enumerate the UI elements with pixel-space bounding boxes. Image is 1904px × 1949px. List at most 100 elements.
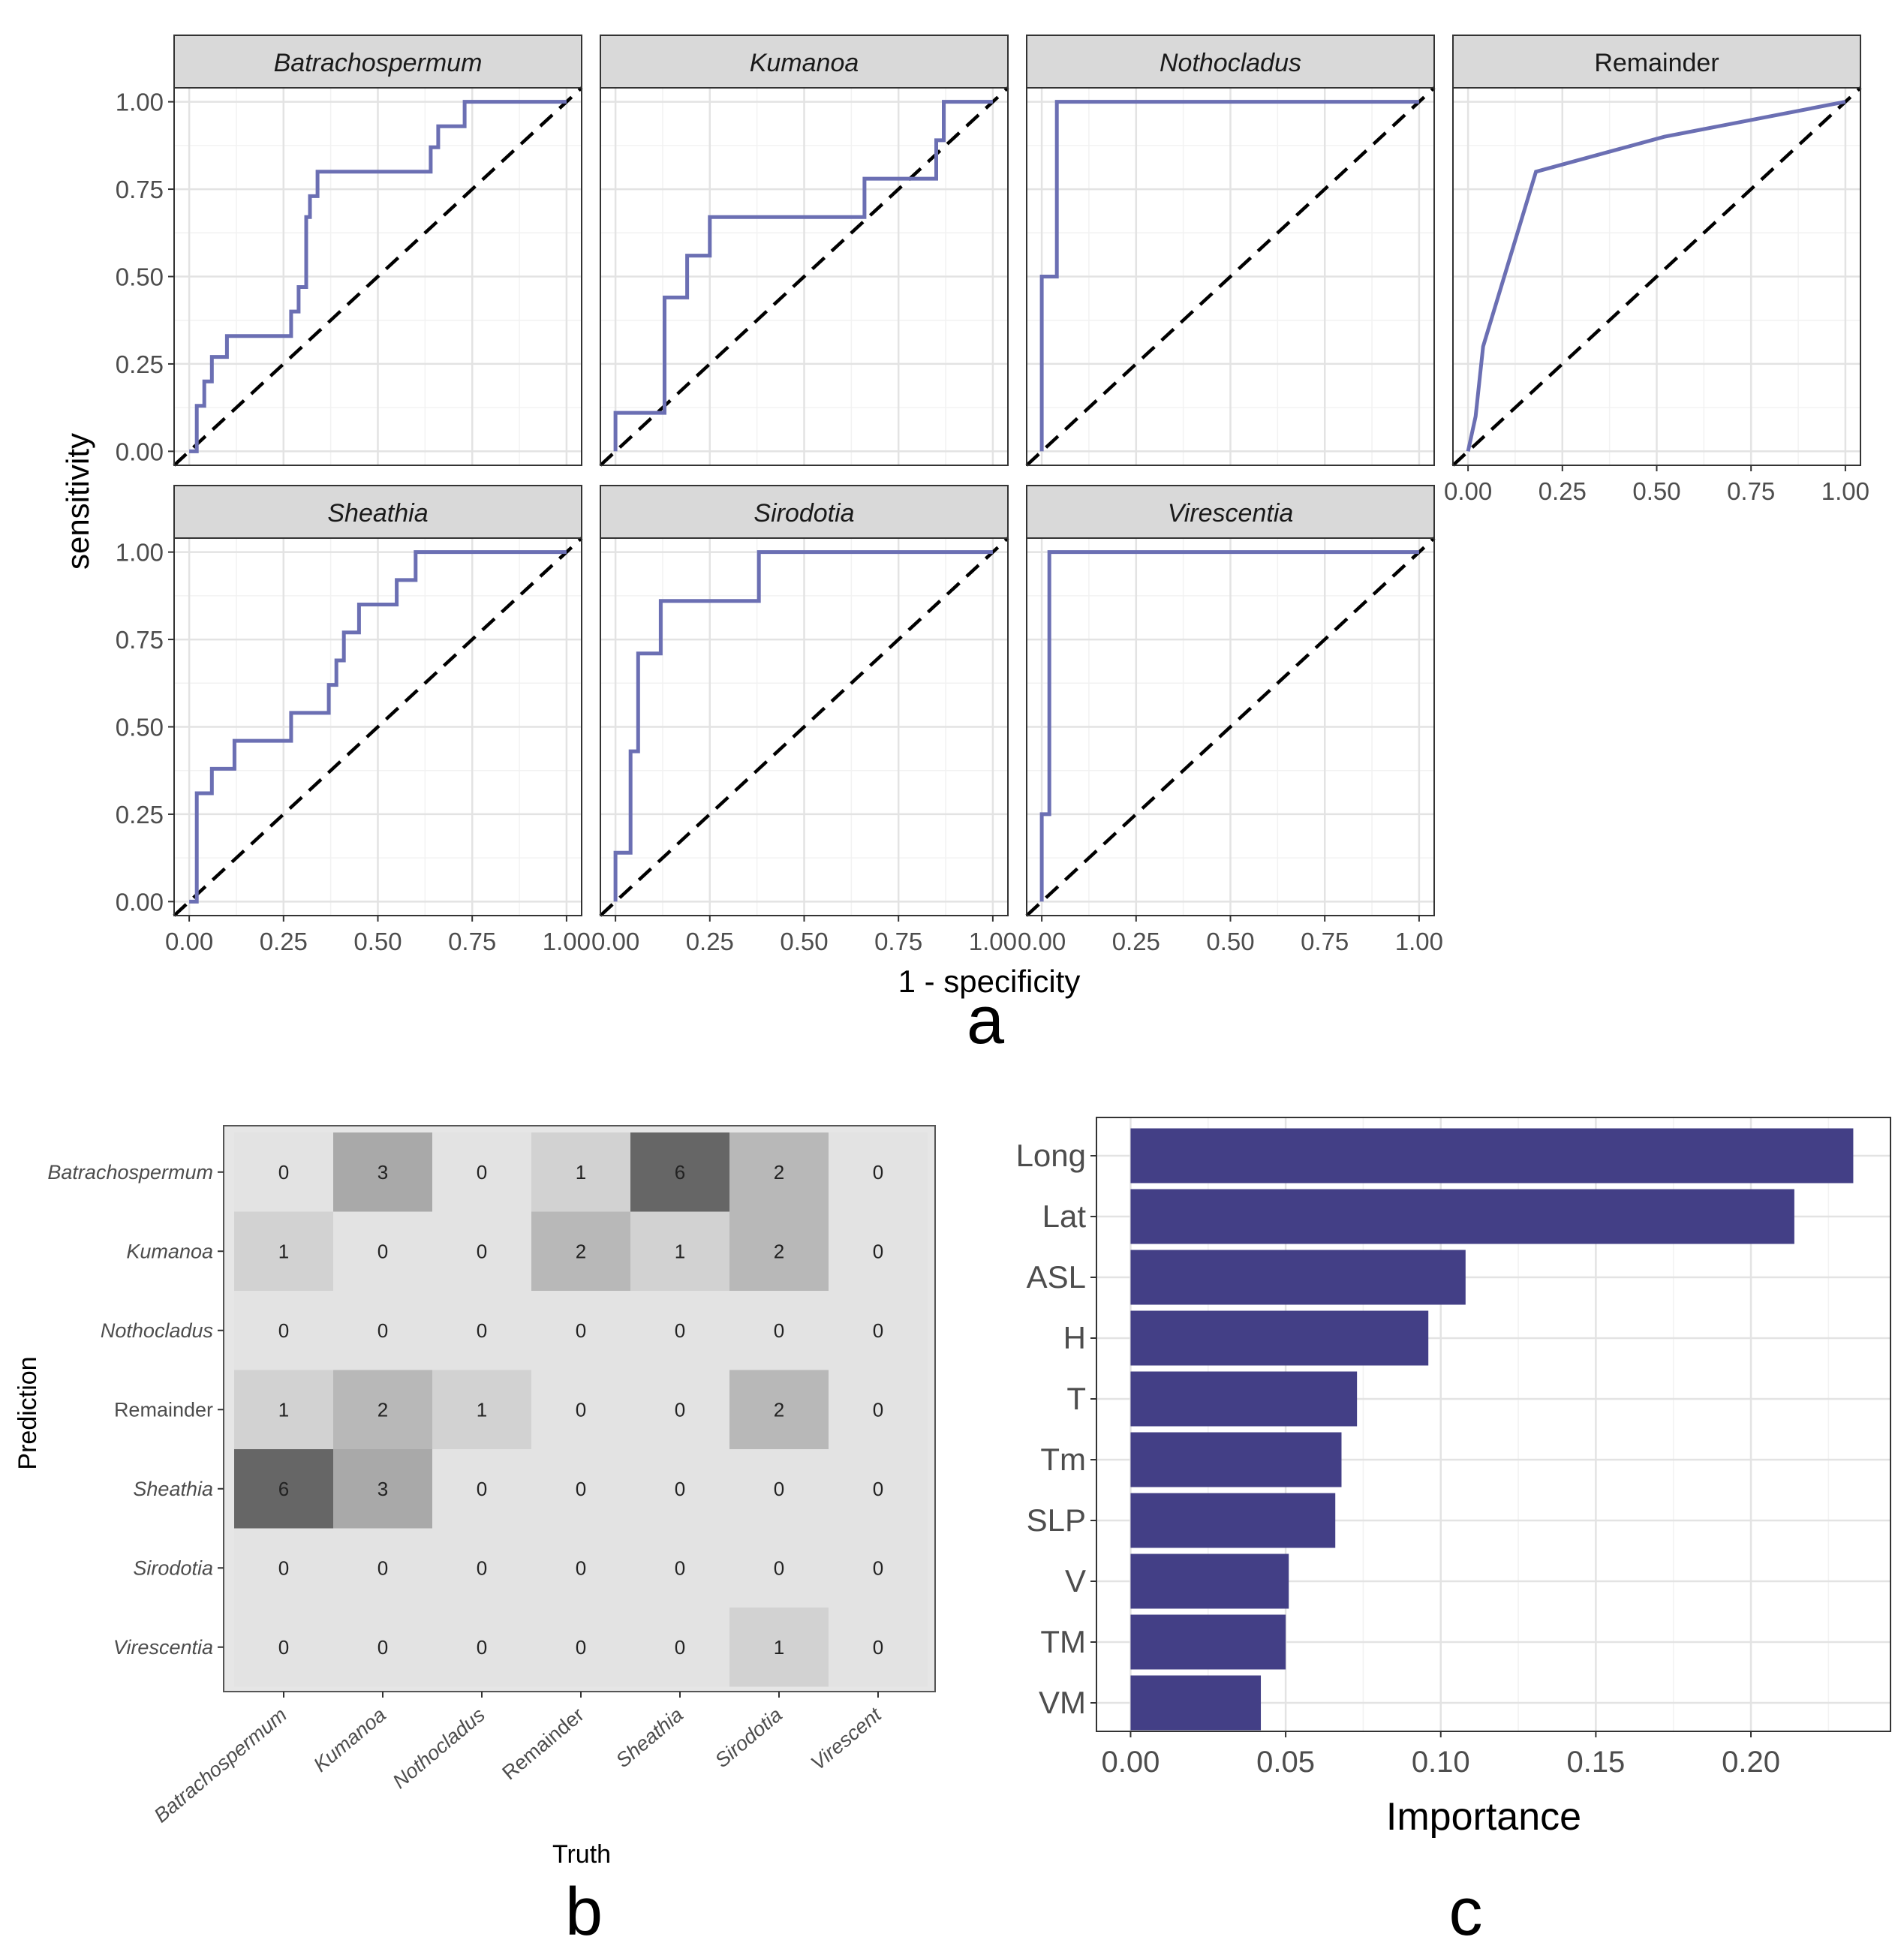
importance-bar-lat <box>1130 1189 1794 1244</box>
facet-title-batrachospermum: Batrachospermum <box>274 49 483 77</box>
heatmap-x-label: Remainder <box>498 1704 588 1785</box>
heatmap-cell <box>234 1211 333 1291</box>
facet-strip-remainder <box>1452 35 1861 89</box>
facet-border-nothocladus <box>1026 87 1435 466</box>
importance-bar-long <box>1130 1128 1854 1184</box>
heatmap-cell-value: 3 <box>377 1478 388 1500</box>
heatmap-cell <box>432 1608 531 1687</box>
heatmap-y-axis-label: Prediction <box>14 1356 42 1469</box>
x-tick-label: 0.75 <box>448 928 496 955</box>
importance-x-tick-label: 0.15 <box>1566 1746 1625 1779</box>
facet-title-nothocladus: Nothocladus <box>1160 49 1301 77</box>
heatmap-cell-value: 0 <box>377 1240 388 1262</box>
heatmap-cell-value: 0 <box>576 1478 586 1500</box>
heatmap-cell <box>333 1211 432 1291</box>
heatmap-cell <box>432 1291 531 1370</box>
heatmap-cell-value: 3 <box>377 1161 388 1184</box>
importance-bar-tm <box>1130 1614 1286 1670</box>
x-tick-label: 1.00 <box>543 928 591 955</box>
x-tick-label: 0.50 <box>780 928 828 955</box>
importance-bar-slp <box>1130 1493 1336 1548</box>
reference-diagonal <box>599 537 1009 917</box>
heatmap-cell-value: 0 <box>576 1556 586 1579</box>
heatmap-cell <box>234 1608 333 1687</box>
heatmap-cell <box>531 1608 630 1687</box>
heatmap-cell <box>829 1370 928 1449</box>
heatmap-cell <box>630 1211 729 1291</box>
heatmap-cell-value: 0 <box>774 1319 784 1342</box>
y-tick-label: 0.50 <box>116 714 164 741</box>
reference-diagonal <box>1025 86 1436 467</box>
x-tick-label: 0.25 <box>260 928 308 955</box>
heatmap-cell <box>630 1449 729 1529</box>
heatmap-cell <box>630 1608 729 1687</box>
x-tick-label: 0.25 <box>1112 928 1160 955</box>
facet-strip-sirodotia <box>600 485 1009 539</box>
roc-curve-sirodotia <box>613 550 993 902</box>
roc-x-axis-label: 1 - specificity <box>898 964 1081 999</box>
heatmap-cell <box>333 1608 432 1687</box>
heatmap-cell <box>531 1449 630 1529</box>
importance-category-label: Lat <box>1042 1199 1087 1234</box>
facet-title-virescentia: Virescentia <box>1168 499 1294 528</box>
reference-diagonal <box>173 86 583 467</box>
heatmap-y-label: Virescentia <box>113 1636 213 1659</box>
heatmap-y-label: Sirodotia <box>133 1556 213 1579</box>
heatmap-y-label: Sheathia <box>133 1478 213 1500</box>
roc-curve-nothocladus <box>1039 100 1419 452</box>
heatmap-cell-value: 1 <box>278 1240 289 1262</box>
heatmap-x-label: Batrachospermum <box>150 1704 291 1827</box>
roc-curve-remainder <box>1466 100 1846 452</box>
importance-bar-asl <box>1130 1250 1466 1305</box>
heatmap-cell <box>333 1370 432 1449</box>
importance-category-label: H <box>1063 1320 1086 1355</box>
heatmap-cell-value: 1 <box>675 1240 685 1262</box>
heatmap-cell-value: 0 <box>774 1478 784 1500</box>
heatmap-cell-value: 0 <box>477 1319 487 1342</box>
importance-category-label: V <box>1065 1563 1086 1599</box>
heatmap-cell <box>630 1132 729 1212</box>
heatmap-cell-value: 0 <box>675 1319 685 1342</box>
heatmap-cell-value: 2 <box>576 1240 586 1262</box>
heatmap-cell <box>333 1291 432 1370</box>
heatmap-cell <box>630 1370 729 1449</box>
heatmap-cell-value: 0 <box>377 1556 388 1579</box>
y-tick-label: 0.75 <box>116 176 164 203</box>
importance-x-tick-label: 0.10 <box>1412 1746 1470 1779</box>
heatmap-cell <box>729 1608 829 1687</box>
y-tick-label: 0.00 <box>116 438 164 465</box>
importance-category-label: T <box>1066 1381 1086 1416</box>
heatmap-cell-value: 2 <box>774 1161 784 1184</box>
x-tick-label: 0.25 <box>686 928 734 955</box>
heatmap-cell-value: 1 <box>576 1161 586 1184</box>
heatmap-cell-value: 1 <box>477 1398 487 1421</box>
importance-x-tick-label: 0.20 <box>1722 1746 1780 1779</box>
heatmap-cell-value: 6 <box>278 1478 289 1500</box>
heatmap-cell <box>531 1528 630 1608</box>
heatmap-x-label: Nothocladus <box>389 1704 489 1793</box>
importance-category-label: VM <box>1039 1685 1086 1720</box>
x-tick-label: 0.50 <box>1632 477 1680 505</box>
heatmap-cell <box>729 1291 829 1370</box>
heatmap-cell-value: 0 <box>576 1319 586 1342</box>
y-tick-label: 0.50 <box>116 263 164 291</box>
heatmap-cell <box>234 1370 333 1449</box>
heatmap-cell-value: 1 <box>278 1398 289 1421</box>
importance-bar-t <box>1130 1371 1358 1427</box>
heatmap-cell <box>531 1370 630 1449</box>
importance-bar-h <box>1130 1310 1429 1366</box>
x-tick-label: 0.75 <box>1727 477 1775 505</box>
heatmap-y-label: Batrachospermum <box>47 1161 213 1184</box>
facet-title-kumanoa: Kumanoa <box>750 49 859 77</box>
panel-label-c: c <box>1449 1875 1483 1949</box>
x-tick-label: 0.00 <box>165 928 213 955</box>
confusion-matrix-panel-b: 0 3 0 1 6 2 0 1 0 0 2 1 2 0 0 0 0 0 0 0 0 1 2 1 0 0 2 0 6 3 0 0 0 0 0 0 0 0 0 0… <box>47 1125 936 1827</box>
heatmap-cell-value: 0 <box>477 1636 487 1659</box>
heatmap-cell-value: 0 <box>576 1398 586 1421</box>
facet-title-sirodotia: Sirodotia <box>753 499 854 528</box>
heatmap-cell-value: 0 <box>576 1636 586 1659</box>
heatmap-cell-value: 0 <box>477 1478 487 1500</box>
heatmap-cell-value: 0 <box>873 1398 883 1421</box>
heatmap-cell-value: 0 <box>377 1636 388 1659</box>
heatmap-cell <box>829 1528 928 1608</box>
